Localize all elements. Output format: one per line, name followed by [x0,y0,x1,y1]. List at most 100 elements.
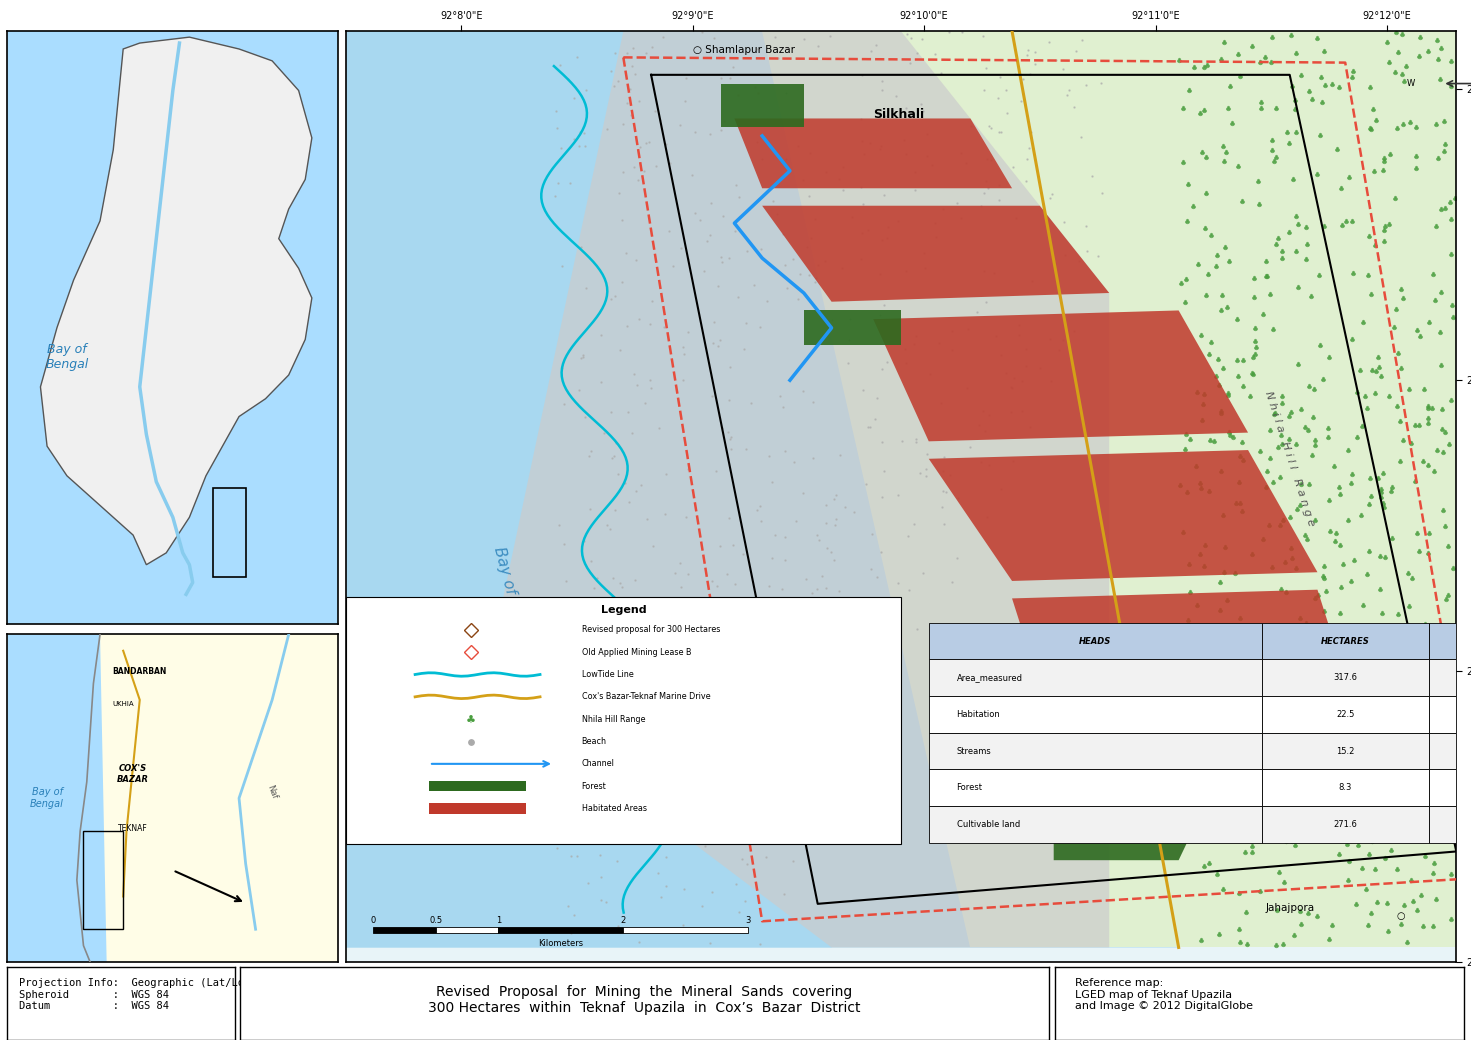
Point [610,164,634,181]
Point [974,173,997,189]
Point [1209,402,1233,419]
Point [1253,700,1277,717]
Point [590,868,613,885]
Point [565,49,588,66]
Point [588,327,612,343]
Point [622,651,646,668]
Point [924,46,947,62]
Point [1318,522,1342,539]
Point [1389,413,1412,430]
Point [1372,153,1396,170]
Point [593,828,616,844]
Point [1197,345,1221,362]
Point [941,574,965,591]
Point [771,399,794,416]
Point [1192,395,1215,412]
Point [1421,738,1445,755]
Point [1290,757,1314,774]
Point [1228,609,1252,626]
Point [822,490,846,506]
Point [1178,555,1202,572]
Point [603,78,627,95]
Point [749,513,772,529]
Point [1284,208,1308,225]
Point [1287,609,1311,626]
Point [724,576,747,593]
Point [1403,119,1427,135]
Point [1408,328,1431,344]
Bar [499,927,624,934]
Point [1383,724,1406,740]
Point [655,466,678,483]
Point [1400,570,1424,587]
Point [856,419,880,436]
Point [1359,79,1383,96]
Point [1427,51,1450,68]
Point [671,338,694,355]
Point [609,575,633,592]
Point [1317,428,1340,445]
Point [852,382,875,398]
Point [1311,370,1334,387]
Point [871,361,894,378]
Point [1271,936,1294,953]
Bar [1428,770,1471,806]
Point [559,175,583,191]
Point [1196,56,1219,73]
Point [1011,71,1034,87]
Point [1193,102,1217,119]
Point [752,779,775,796]
Text: Reference map:
LGED map of Teknaf Upazila
and Image © 2012 DigitalGlobe: Reference map: LGED map of Teknaf Upazil… [1075,978,1253,1011]
Point [1424,217,1447,234]
Point [894,355,918,371]
Polygon shape [1053,773,1221,860]
Point [1261,131,1284,148]
Point [955,155,978,172]
Point [1225,367,1249,384]
Point [559,848,583,864]
Point [625,376,649,393]
Point [771,580,794,597]
Point [1184,458,1208,474]
Point [1342,265,1365,282]
Point [1087,248,1111,264]
Polygon shape [484,31,1109,947]
Point [1399,872,1422,888]
Point [1358,496,1381,513]
Point [1212,564,1236,580]
Point [1399,791,1422,808]
Point [633,162,656,179]
Point [869,434,893,450]
Point [1283,837,1306,854]
Point [913,468,937,485]
Point [647,420,671,437]
Point [1436,587,1459,603]
Point [1339,705,1362,722]
Point [638,316,662,333]
Point [543,778,566,795]
Point [794,571,818,588]
Point [631,790,655,807]
Point [1267,439,1290,456]
Point [791,172,815,188]
Point [1287,644,1311,660]
Point [1193,220,1217,237]
Point [715,566,738,582]
Point [1281,807,1305,824]
Point [1289,915,1312,932]
Point [809,601,833,618]
Point [1422,733,1446,750]
Point [1374,644,1397,660]
Point [716,250,740,266]
Point [980,120,1003,136]
Point [1384,683,1408,700]
Point [1300,288,1324,305]
Point [1383,190,1406,207]
Point [1368,580,1392,597]
Point [1312,217,1336,234]
Point [616,631,640,648]
Text: Revised  Proposal  for  Mining  the  Mineral  Sands  covering
300 Hectares  with: Revised Proposal for Mining the Mineral … [428,985,861,1015]
Point [603,824,627,840]
Point [1167,766,1190,783]
Text: Bay of
Bengal: Bay of Bengal [46,343,88,371]
